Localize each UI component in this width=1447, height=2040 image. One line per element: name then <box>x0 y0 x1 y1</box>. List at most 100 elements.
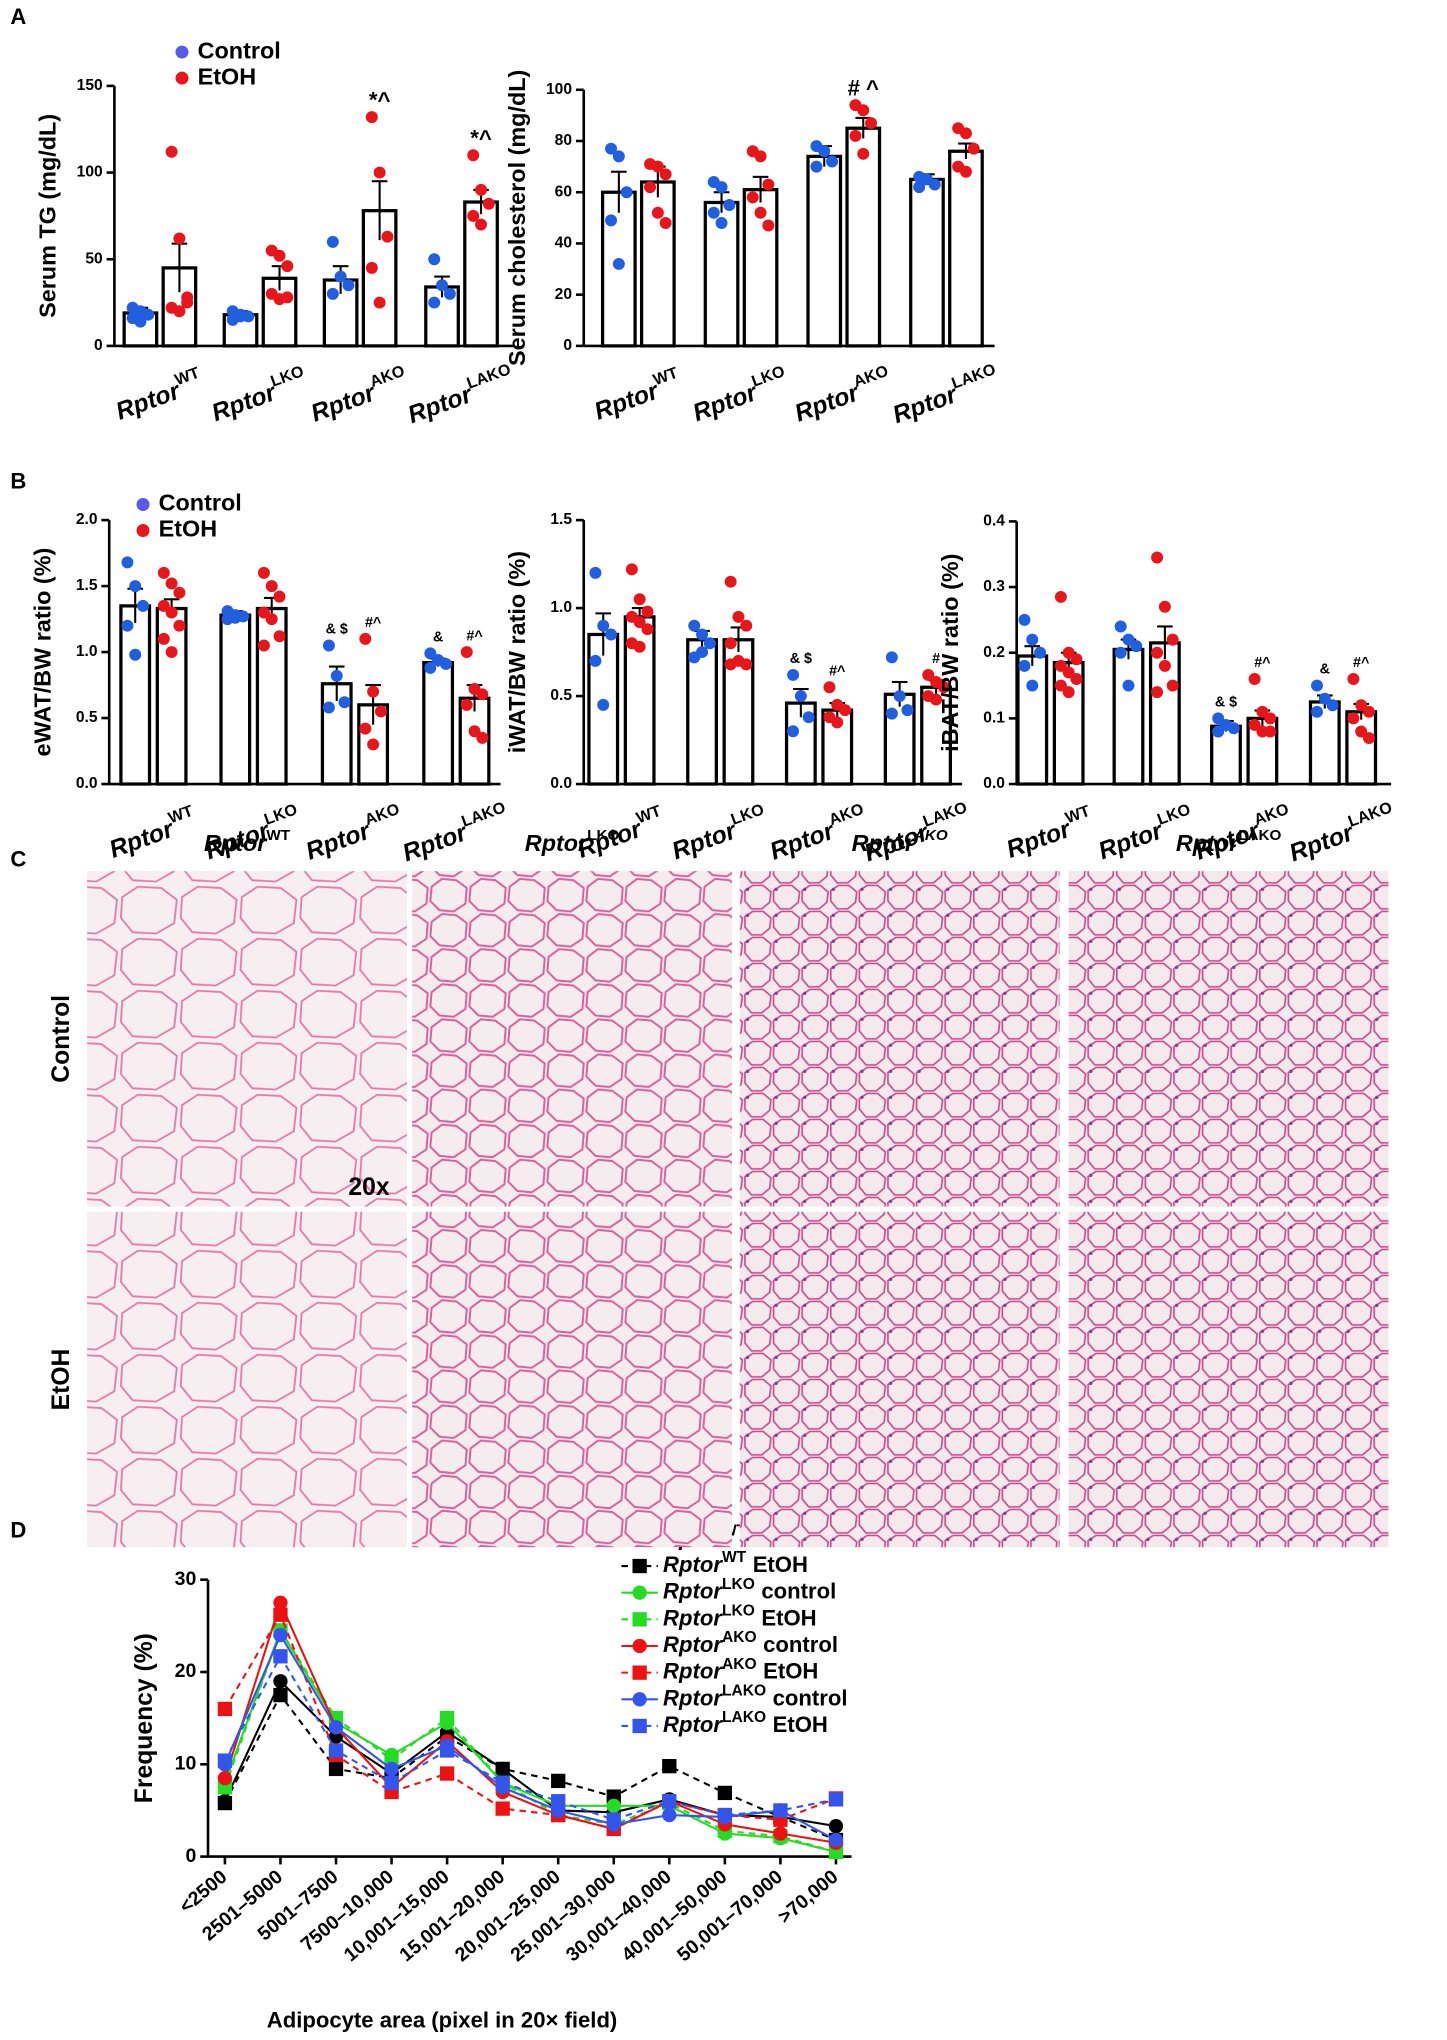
data-point <box>467 149 480 162</box>
genotype-name: Rptor <box>208 378 280 426</box>
data-point <box>1264 712 1277 725</box>
data-point <box>384 1761 399 1777</box>
y-tick-label: 1.5 <box>76 577 98 594</box>
legend-label: RptorLAKO EtOH <box>663 1709 828 1737</box>
y-tick-label: 2.0 <box>76 511 98 528</box>
data-point <box>217 1701 233 1717</box>
data-point <box>762 219 775 232</box>
significance-label: #^ <box>365 615 382 631</box>
legend-sup: WT <box>722 1549 747 1566</box>
genotype-label: RptorLAKO <box>1284 799 1400 867</box>
genotype-name: Rptor <box>591 377 663 425</box>
data-point <box>273 630 286 643</box>
data-point <box>1264 725 1277 738</box>
data-point <box>1158 659 1171 672</box>
data-point <box>476 731 489 744</box>
legend-label: RptorLKO EtOH <box>663 1603 817 1631</box>
data-point <box>475 183 488 196</box>
bar <box>686 638 718 786</box>
genotype-label: RptorLAKO <box>887 360 1003 428</box>
y-tick-label: 0.4 <box>983 513 1005 530</box>
legend-marker <box>632 1638 647 1654</box>
genotype-label: RptorAKO <box>852 827 948 857</box>
legend-marker <box>175 45 189 59</box>
data-point <box>633 593 646 606</box>
data-point <box>326 287 339 300</box>
data-point <box>1311 679 1323 692</box>
data-point <box>662 1794 677 1809</box>
data-point <box>849 129 862 142</box>
genotype-name: Rptor <box>889 380 961 428</box>
genotype-name: Rptor <box>307 379 379 427</box>
data-point <box>1347 673 1360 685</box>
data-point <box>717 1807 733 1823</box>
y-tick-label: 0.3 <box>983 578 1005 595</box>
y-tick-label: 0.0 <box>76 775 98 792</box>
data-point <box>273 1607 288 1622</box>
y-tick-label: 0.1 <box>983 710 1005 727</box>
data-point <box>129 580 142 593</box>
data-point <box>612 150 625 163</box>
genotype-label: RptorLAKO <box>403 360 519 428</box>
data-point <box>651 206 664 219</box>
legend-name: Rptor <box>663 1632 723 1657</box>
significance-label: #^ <box>829 663 846 679</box>
legend-group: EtOH <box>773 1712 828 1737</box>
legend-label: EtOH <box>159 516 217 542</box>
data-point <box>885 707 898 720</box>
data-point <box>828 1832 844 1848</box>
genotype-sup: LKO <box>268 362 306 391</box>
data-point <box>1158 600 1171 613</box>
y-tick-label: 40 <box>555 235 573 252</box>
data-point <box>1026 679 1039 692</box>
data-point <box>930 693 943 706</box>
data-point <box>754 206 767 219</box>
data-point <box>424 647 437 660</box>
data-point <box>436 279 449 292</box>
data-point <box>1326 699 1339 712</box>
data-point <box>762 178 775 191</box>
data-point <box>696 646 709 659</box>
data-point <box>724 637 737 650</box>
data-point <box>740 619 753 632</box>
data-point <box>1151 551 1164 564</box>
data-point <box>273 590 286 603</box>
y-tick-label: 60 <box>555 183 573 200</box>
y-axis-title: Serum cholesterol (mg/dL) <box>504 70 530 366</box>
genotype-label: RptorAKO <box>301 800 407 865</box>
data-point <box>367 685 380 698</box>
data-point <box>328 1761 344 1777</box>
genotype-name: Rptor <box>791 379 863 427</box>
data-point <box>597 619 610 632</box>
data-point <box>273 1649 288 1664</box>
data-point <box>818 145 831 158</box>
data-point <box>1248 718 1261 731</box>
genotype-sup: AKO <box>368 362 408 391</box>
magnification-label: 20x <box>348 1174 389 1201</box>
genotype-name: Rptor <box>302 817 374 865</box>
legend-sup: LAKO <box>722 1683 766 1700</box>
data-point <box>1256 705 1269 718</box>
significance-label: *^ <box>470 125 492 150</box>
panel-letter: C <box>10 847 26 872</box>
data-point <box>707 206 720 219</box>
data-point <box>551 1773 566 1789</box>
genotype-sup: AKO <box>827 800 867 829</box>
data-point <box>342 279 355 292</box>
data-point <box>1114 646 1127 659</box>
bar <box>119 604 152 786</box>
data-point <box>967 142 980 155</box>
genotype-sup: LAKO <box>1238 827 1281 844</box>
genotype-label: RptorWT <box>204 827 291 857</box>
legend-marker <box>632 1612 647 1627</box>
data-point <box>257 606 270 619</box>
data-point <box>443 287 456 300</box>
data-point <box>257 566 270 579</box>
legend-sup: LAKO <box>722 1709 766 1726</box>
data-point <box>605 628 618 641</box>
bar <box>909 177 945 348</box>
bar <box>422 661 455 786</box>
data-point <box>217 1753 233 1768</box>
genotype-name: Rptor <box>766 817 838 865</box>
data-point <box>1034 646 1047 659</box>
